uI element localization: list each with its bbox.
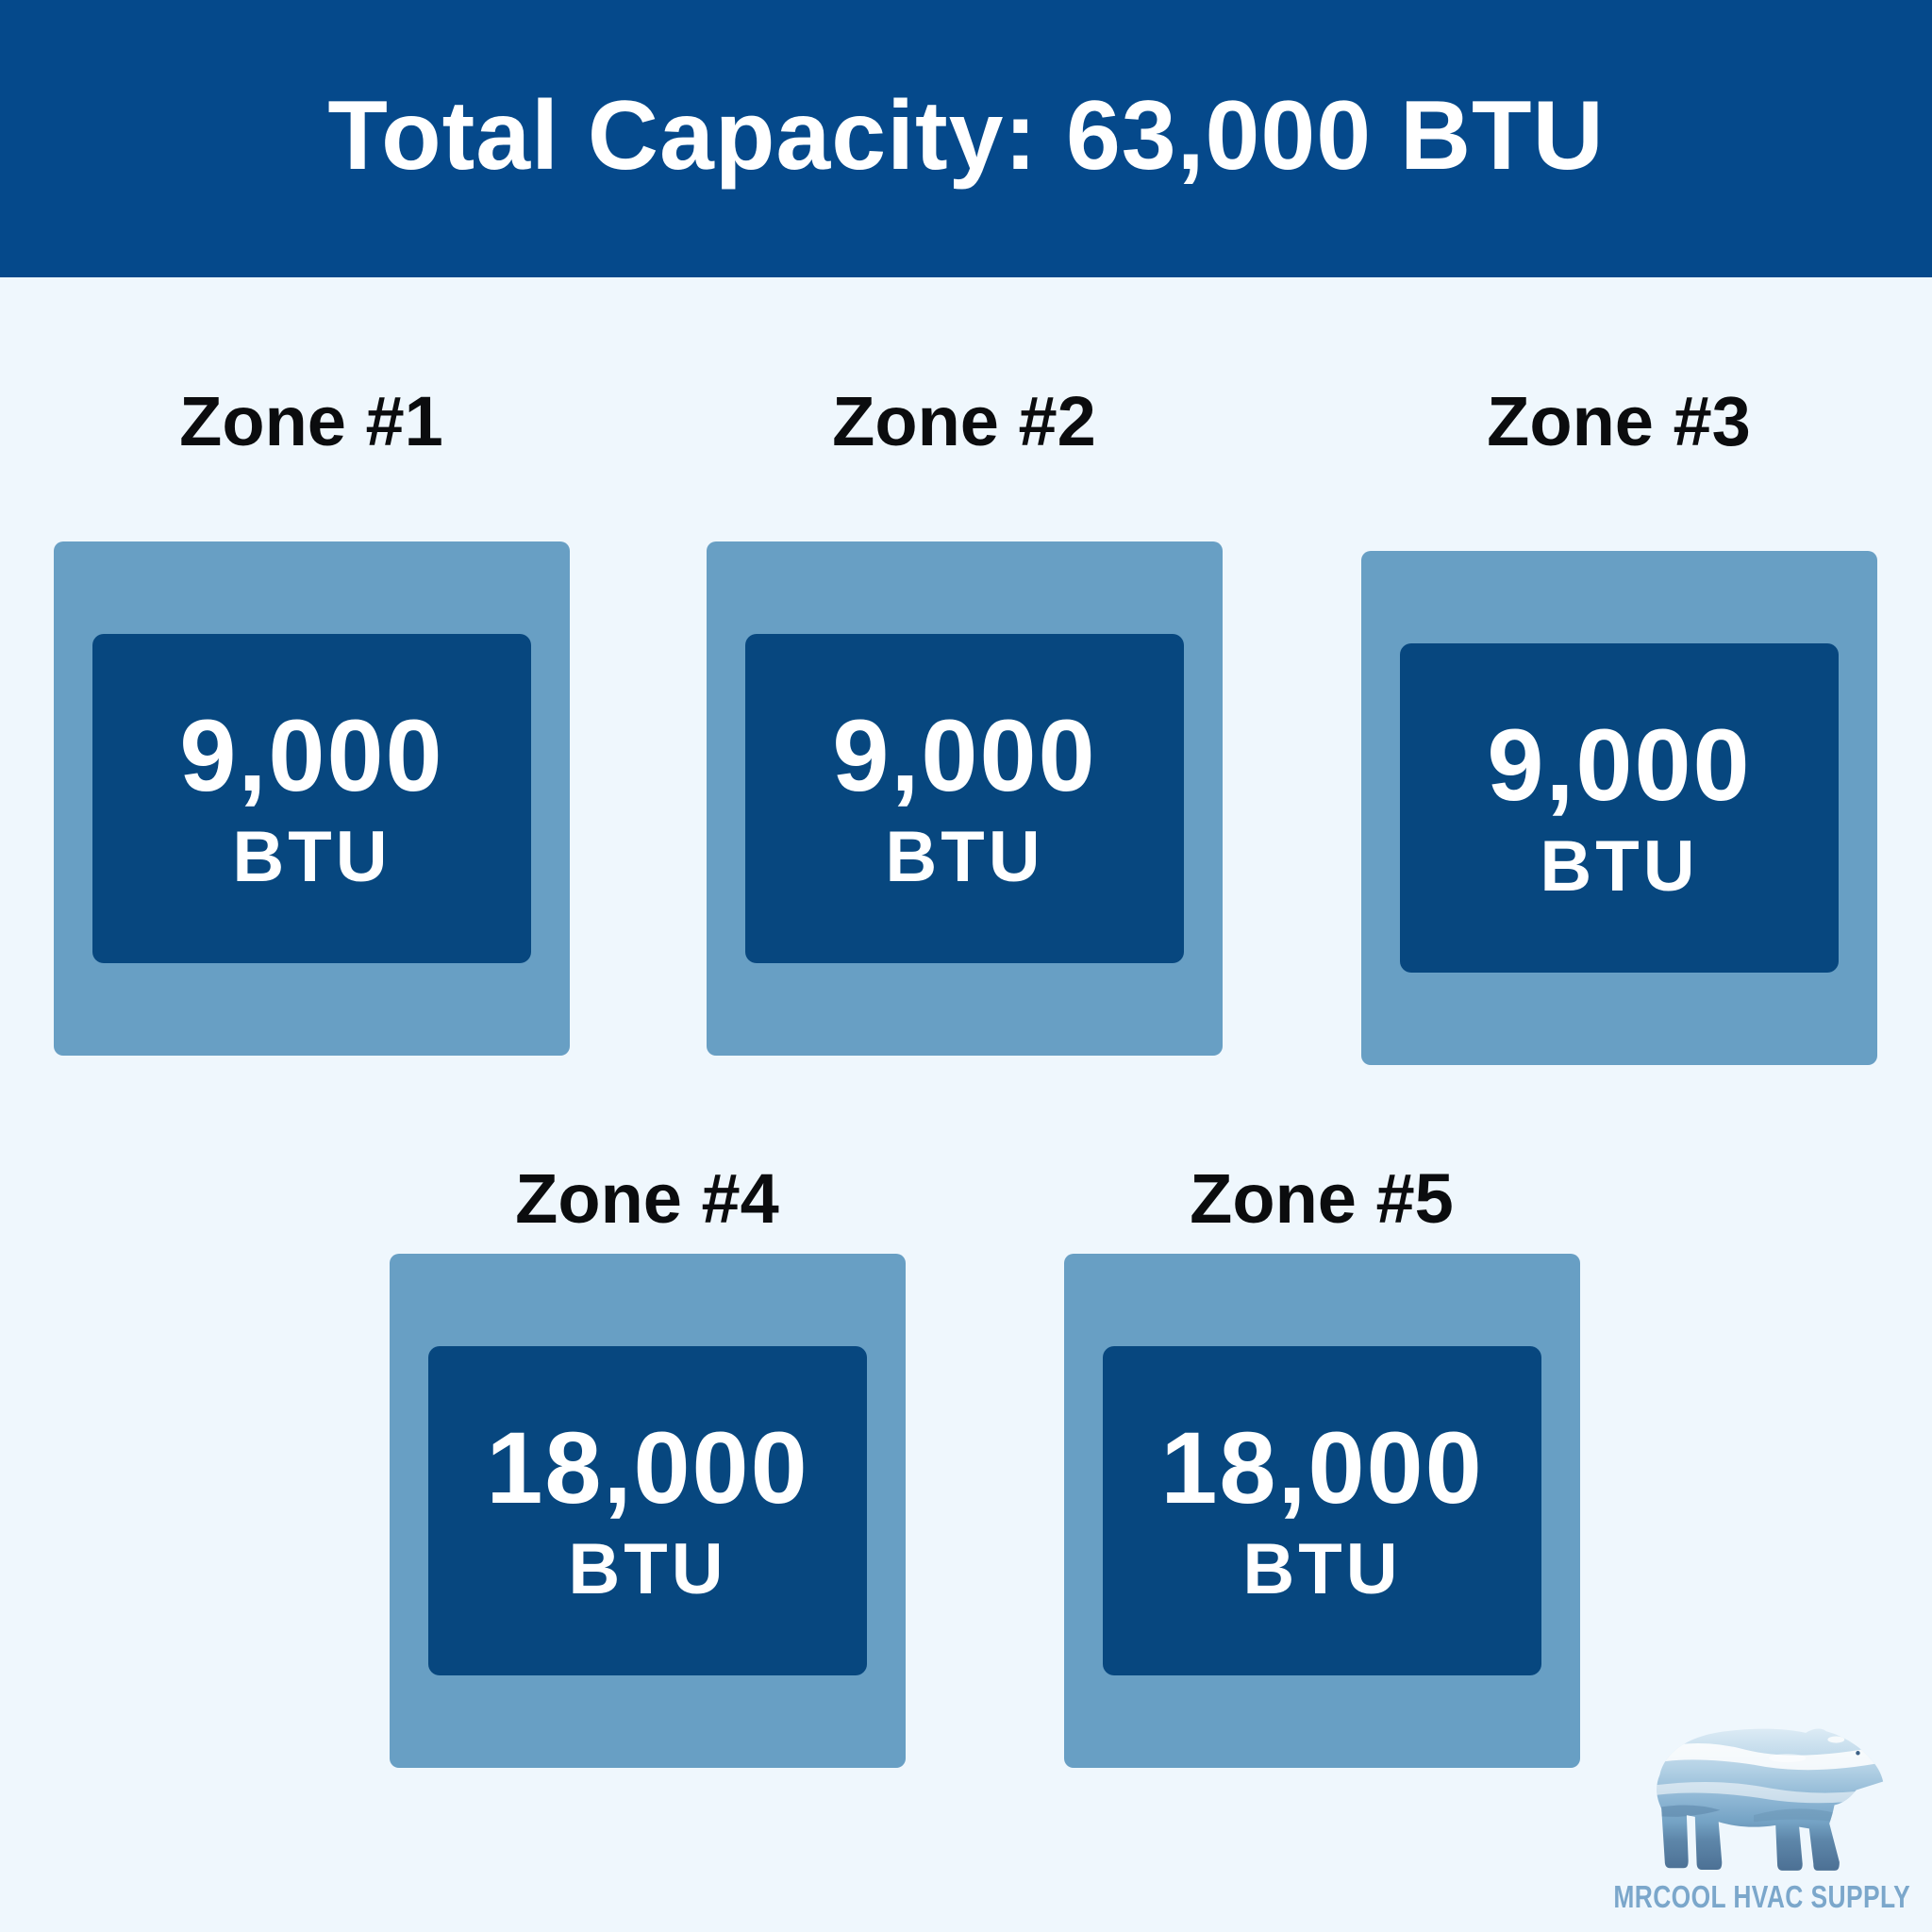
zone-1-btu-unit: BTU xyxy=(232,816,391,897)
zone-4-btu-unit: BTU xyxy=(568,1528,727,1609)
zone-3-btu-value: 9,000 xyxy=(1487,707,1752,822)
zone-3-card: 9,000 BTU xyxy=(1361,551,1877,1065)
zone-1-label: Zone #1 xyxy=(179,382,443,460)
zone-5-label: Zone #5 xyxy=(1190,1159,1454,1238)
zone-2-btu-unit: BTU xyxy=(885,816,1044,897)
mrcool-logo: MRCOOL HVAC SUPPLY xyxy=(1613,1709,1911,1926)
zone-1-card: 9,000 BTU xyxy=(54,541,570,1056)
zone-5-btu-value: 18,000 xyxy=(1160,1409,1484,1524)
zone-3-btu-box: 9,000 BTU xyxy=(1400,643,1839,973)
zone-1-btu-box: 9,000 BTU xyxy=(92,634,531,963)
zone-1-btu-value: 9,000 xyxy=(179,697,444,812)
zone-4-btu-value: 18,000 xyxy=(486,1409,809,1524)
zone-4-btu-box: 18,000 BTU xyxy=(428,1346,867,1675)
zone-5-btu-unit: BTU xyxy=(1242,1528,1402,1609)
zone-4-card: 18,000 BTU xyxy=(390,1254,906,1768)
header-band: Total Capacity: 63,000 BTU xyxy=(0,0,1932,277)
zone-2-card: 9,000 BTU xyxy=(707,541,1223,1056)
zone-3-label: Zone #3 xyxy=(1487,382,1751,460)
zone-2-btu-value: 9,000 xyxy=(832,697,1097,812)
zone-5-card: 18,000 BTU xyxy=(1064,1254,1580,1768)
zone-3-btu-unit: BTU xyxy=(1540,825,1699,907)
polar-bear-landscape-icon xyxy=(1657,1728,1884,1871)
page-title: Total Capacity: 63,000 BTU xyxy=(327,80,1605,191)
zone-2-label: Zone #2 xyxy=(832,382,1096,460)
zone-2-btu-box: 9,000 BTU xyxy=(745,634,1184,963)
zone-5-btu-box: 18,000 BTU xyxy=(1103,1346,1541,1675)
zone-4-label: Zone #4 xyxy=(515,1159,779,1238)
brand-name: MRCOOL HVAC SUPPLY xyxy=(1613,1879,1911,1914)
